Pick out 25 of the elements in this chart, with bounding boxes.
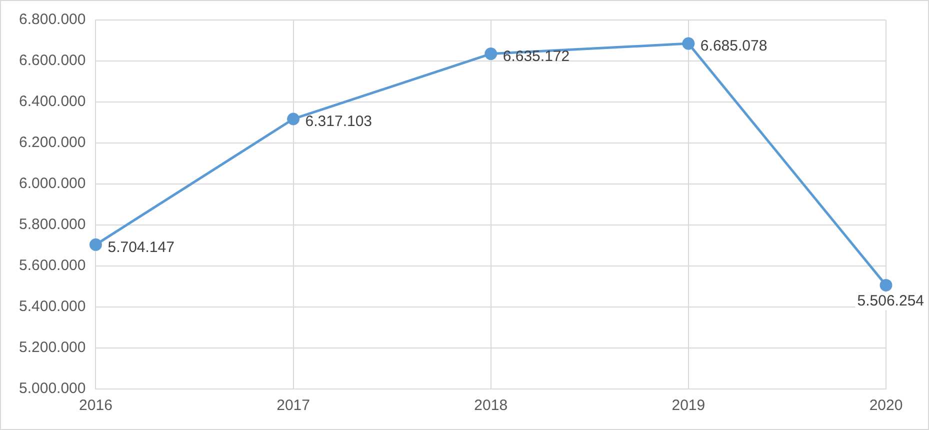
data-label: 6.317.103 <box>305 113 372 130</box>
point <box>880 278 892 292</box>
y-tick-label: 5.600.000 <box>18 257 86 274</box>
x-tick-label: 2018 <box>474 397 508 414</box>
data-label: 5.704.147 <box>108 238 174 256</box>
y-tick-label: 6.400.000 <box>18 93 86 110</box>
y-tick-label: 5.200.000 <box>18 339 86 356</box>
y-tick-label: 5.000.000 <box>18 380 86 398</box>
data-label: 5.506.254 <box>857 292 924 310</box>
x-tick-label: 2020 <box>869 397 903 414</box>
point <box>484 48 498 60</box>
x-tick-label: 2019 <box>672 397 706 414</box>
y-tick-label: 6.200.000 <box>18 134 86 152</box>
data-label: 6.685.078 <box>700 38 768 55</box>
y-tick-label: 6.000.000 <box>18 175 86 192</box>
point <box>287 112 300 126</box>
y-tick-label: 5.800.000 <box>18 216 86 234</box>
point <box>682 37 695 50</box>
data-label: 6.635.172 <box>502 48 570 65</box>
y-tick-label: 6.600.000 <box>18 52 86 70</box>
x-tick-label: 2017 <box>276 397 310 414</box>
y-tick-label: 6.800.000 <box>18 11 86 28</box>
x-tick-label: 2016 <box>79 397 112 414</box>
point <box>89 238 102 251</box>
y-tick-label: 5.400.000 <box>18 298 86 316</box>
